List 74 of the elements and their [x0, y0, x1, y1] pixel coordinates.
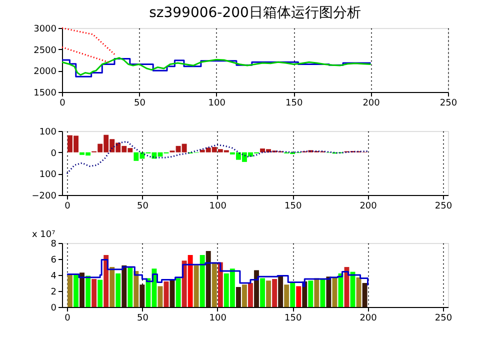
chart-title: sz399006-200日箱体运行图分析: [149, 5, 361, 21]
bar: [188, 255, 193, 307]
x-tick-label: 200: [360, 314, 378, 324]
bar: [194, 265, 199, 307]
bar: [266, 280, 272, 307]
x-tick-label: 150: [284, 202, 302, 212]
bar: [284, 284, 290, 307]
x-tick-label: 50: [136, 202, 149, 212]
text: x 10⁷: [32, 230, 56, 240]
bar: [326, 276, 332, 307]
bar: [158, 286, 163, 307]
bar: [170, 279, 175, 307]
y-tick-label: 100: [39, 170, 57, 180]
bar: [242, 284, 247, 307]
bar: [164, 281, 169, 307]
y-tick-label: 100: [39, 128, 57, 138]
bar: [128, 267, 133, 307]
x-tick-label: 50: [134, 98, 146, 108]
x-tick-label: 250: [434, 202, 452, 212]
bar: [134, 271, 139, 307]
x-tick-label: 0: [60, 98, 66, 108]
y-tick-label: 2000: [34, 67, 57, 78]
bar: [290, 283, 296, 307]
bar: [206, 251, 211, 307]
x-tick-label: 150: [284, 314, 302, 324]
line-series: [66, 140, 369, 174]
x-tick-label: 100: [208, 98, 226, 108]
y-tick-label: 2: [50, 288, 56, 298]
x-tick-label: 0: [64, 202, 71, 212]
bar: [248, 283, 253, 307]
bar: [236, 287, 241, 307]
bar: [116, 273, 121, 307]
bar: [296, 286, 302, 307]
bar: [200, 255, 205, 307]
bar: [92, 279, 97, 307]
y-tick-label: 1500: [34, 88, 57, 98]
bar: [212, 262, 217, 307]
y-tick-label: 6: [50, 256, 57, 266]
bar: [122, 265, 127, 307]
x-tick-label: 0: [64, 314, 71, 324]
bar: [86, 276, 91, 307]
bar: [80, 272, 85, 307]
bar: [260, 278, 265, 307]
bar: [140, 284, 145, 307]
bar: [272, 279, 278, 307]
x-tick-label: 250: [434, 314, 452, 324]
bar: [68, 275, 72, 307]
y-tick-label: 3000: [34, 24, 57, 34]
bar: [74, 275, 78, 307]
x-tick-label: 100: [209, 202, 227, 212]
y-tick-label: 0: [50, 148, 57, 159]
bar: [104, 255, 109, 307]
bar: [278, 275, 284, 307]
bar: [362, 283, 368, 307]
bar: [176, 278, 181, 307]
bar: [98, 280, 103, 307]
x-tick-label: 50: [136, 314, 149, 324]
x-tick-label: 250: [440, 98, 458, 108]
y-tick-label: 2500: [34, 46, 57, 56]
bar: [320, 279, 326, 307]
bar: [218, 262, 223, 307]
y-tick-label: 8: [50, 240, 57, 250]
bar: [314, 278, 320, 307]
bar: [332, 277, 338, 307]
y-tick-label: −200: [32, 192, 57, 202]
x-tick-label: 100: [209, 314, 227, 324]
y-tick-label: 0: [50, 304, 57, 314]
bar: [254, 270, 259, 307]
y-tick-label: 4: [50, 272, 57, 282]
bar: [308, 280, 314, 307]
x-tick-label: 150: [286, 98, 303, 108]
x-tick-label: 200: [362, 98, 380, 108]
bar: [110, 267, 115, 307]
x-tick-label: 200: [360, 202, 378, 212]
